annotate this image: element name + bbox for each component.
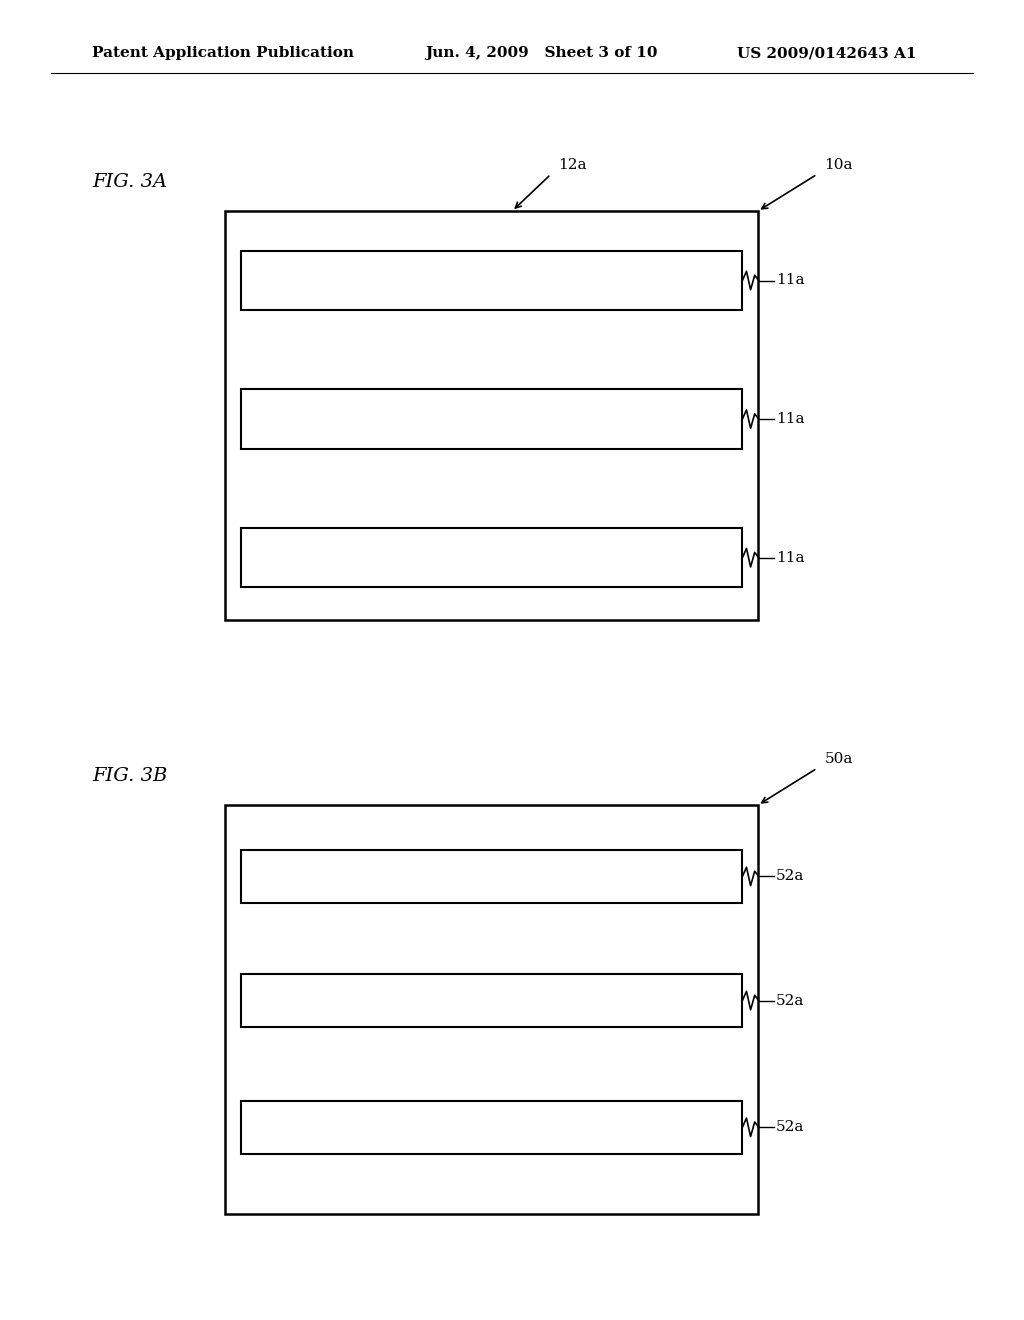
Text: Jun. 4, 2009   Sheet 3 of 10: Jun. 4, 2009 Sheet 3 of 10 bbox=[425, 46, 657, 61]
Text: 12a: 12a bbox=[558, 157, 587, 172]
Text: US 2009/0142643 A1: US 2009/0142643 A1 bbox=[737, 46, 916, 61]
Bar bbox=[225, 805, 758, 1214]
Text: 52a: 52a bbox=[776, 994, 805, 1007]
Bar bbox=[241, 389, 742, 449]
Text: FIG. 3B: FIG. 3B bbox=[92, 767, 168, 785]
Bar bbox=[241, 528, 742, 587]
Text: FIG. 3A: FIG. 3A bbox=[92, 173, 167, 191]
Bar bbox=[241, 850, 742, 903]
Text: 11a: 11a bbox=[776, 412, 805, 426]
Text: 11a: 11a bbox=[776, 550, 805, 565]
Text: 11a: 11a bbox=[776, 273, 805, 288]
Bar bbox=[241, 251, 742, 310]
Text: 52a: 52a bbox=[776, 870, 805, 883]
Text: Patent Application Publication: Patent Application Publication bbox=[92, 46, 354, 61]
Bar bbox=[241, 1101, 742, 1154]
Bar bbox=[225, 211, 758, 620]
Bar bbox=[241, 974, 742, 1027]
Text: 10a: 10a bbox=[824, 157, 853, 172]
Text: 52a: 52a bbox=[776, 1121, 805, 1134]
Text: 50a: 50a bbox=[824, 751, 853, 766]
